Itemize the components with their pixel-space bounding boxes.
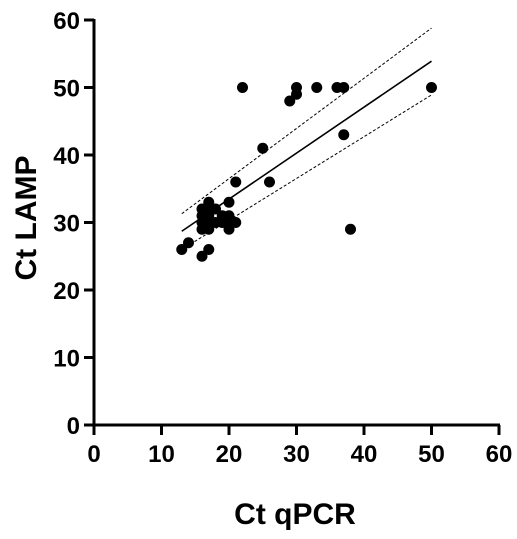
regression-line	[181, 60, 432, 232]
data-point	[210, 203, 221, 215]
x-tick-label: 30	[283, 441, 310, 468]
x-tick-label: 40	[351, 441, 378, 468]
data-point	[237, 82, 248, 93]
y-tick-label: 40	[53, 143, 80, 170]
y-axis-ticks: 0 10 20 30 40 50 60	[53, 8, 94, 440]
y-tick-label: 20	[53, 278, 80, 305]
confidence-band	[181, 27, 432, 250]
ci-upper-line	[181, 27, 432, 215]
data-point	[426, 82, 437, 93]
data-point	[223, 210, 235, 222]
data-point	[284, 95, 296, 107]
x-tick-label: 20	[216, 441, 243, 468]
data-point	[203, 244, 215, 255]
data-point	[196, 250, 208, 262]
data-point	[264, 176, 275, 188]
data-point	[338, 129, 350, 141]
x-tick-label: 50	[418, 441, 445, 468]
y-tick-label: 50	[53, 76, 80, 103]
data-point	[291, 82, 302, 93]
y-tick-label: 10	[53, 346, 80, 373]
data-point	[230, 217, 242, 228]
y-axis-title: Ct LAMP	[10, 156, 43, 281]
data-point	[203, 196, 215, 208]
data-point	[183, 237, 194, 249]
x-axis-ticks: 0 10 20 30 40 50 60	[87, 425, 512, 468]
x-tick-label: 0	[87, 441, 100, 468]
ci-lower-line	[181, 94, 432, 250]
data-points	[176, 82, 437, 262]
y-tick-label: 30	[53, 211, 80, 238]
data-point	[311, 82, 323, 93]
data-point	[345, 223, 356, 235]
data-point	[176, 244, 188, 255]
data-point	[230, 176, 242, 188]
data-point	[257, 142, 269, 154]
data-point	[338, 82, 350, 93]
y-tick-label: 0	[67, 413, 80, 440]
data-point	[223, 196, 235, 208]
x-tick-label: 10	[148, 441, 175, 468]
y-tick-label: 60	[53, 8, 80, 35]
x-tick-label: 60	[486, 441, 513, 468]
x-axis-title: Ct qPCR	[234, 498, 356, 531]
